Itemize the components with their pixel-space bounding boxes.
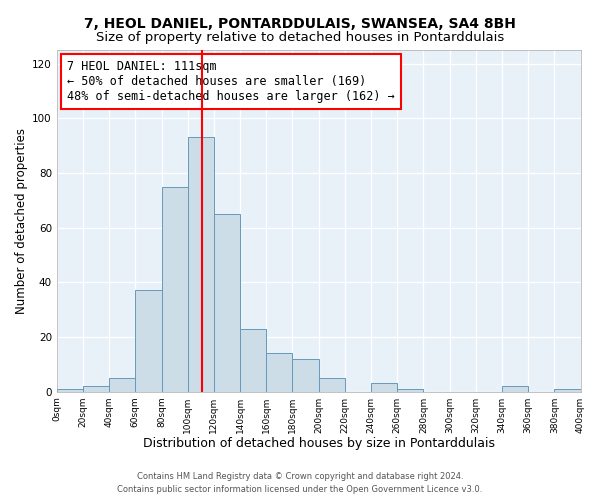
Bar [136, 290, 161, 392]
Bar [240, 328, 266, 392]
Bar [397, 389, 424, 392]
Bar [554, 389, 581, 392]
Text: 7, HEOL DANIEL, PONTARDDULAIS, SWANSEA, SA4 8BH: 7, HEOL DANIEL, PONTARDDULAIS, SWANSEA, … [84, 18, 516, 32]
Bar [502, 386, 528, 392]
Bar [266, 354, 292, 392]
Bar [57, 389, 83, 392]
Bar [161, 186, 188, 392]
Bar [188, 138, 214, 392]
Text: 7 HEOL DANIEL: 111sqm
← 50% of detached houses are smaller (169)
48% of semi-det: 7 HEOL DANIEL: 111sqm ← 50% of detached … [67, 60, 395, 103]
Bar [214, 214, 240, 392]
Bar [109, 378, 136, 392]
X-axis label: Distribution of detached houses by size in Pontarddulais: Distribution of detached houses by size … [143, 437, 494, 450]
Bar [292, 359, 319, 392]
Bar [83, 386, 109, 392]
Y-axis label: Number of detached properties: Number of detached properties [15, 128, 28, 314]
Bar [319, 378, 345, 392]
Text: Contains HM Land Registry data © Crown copyright and database right 2024.
Contai: Contains HM Land Registry data © Crown c… [118, 472, 482, 494]
Bar [371, 384, 397, 392]
Text: Size of property relative to detached houses in Pontarddulais: Size of property relative to detached ho… [96, 31, 504, 44]
